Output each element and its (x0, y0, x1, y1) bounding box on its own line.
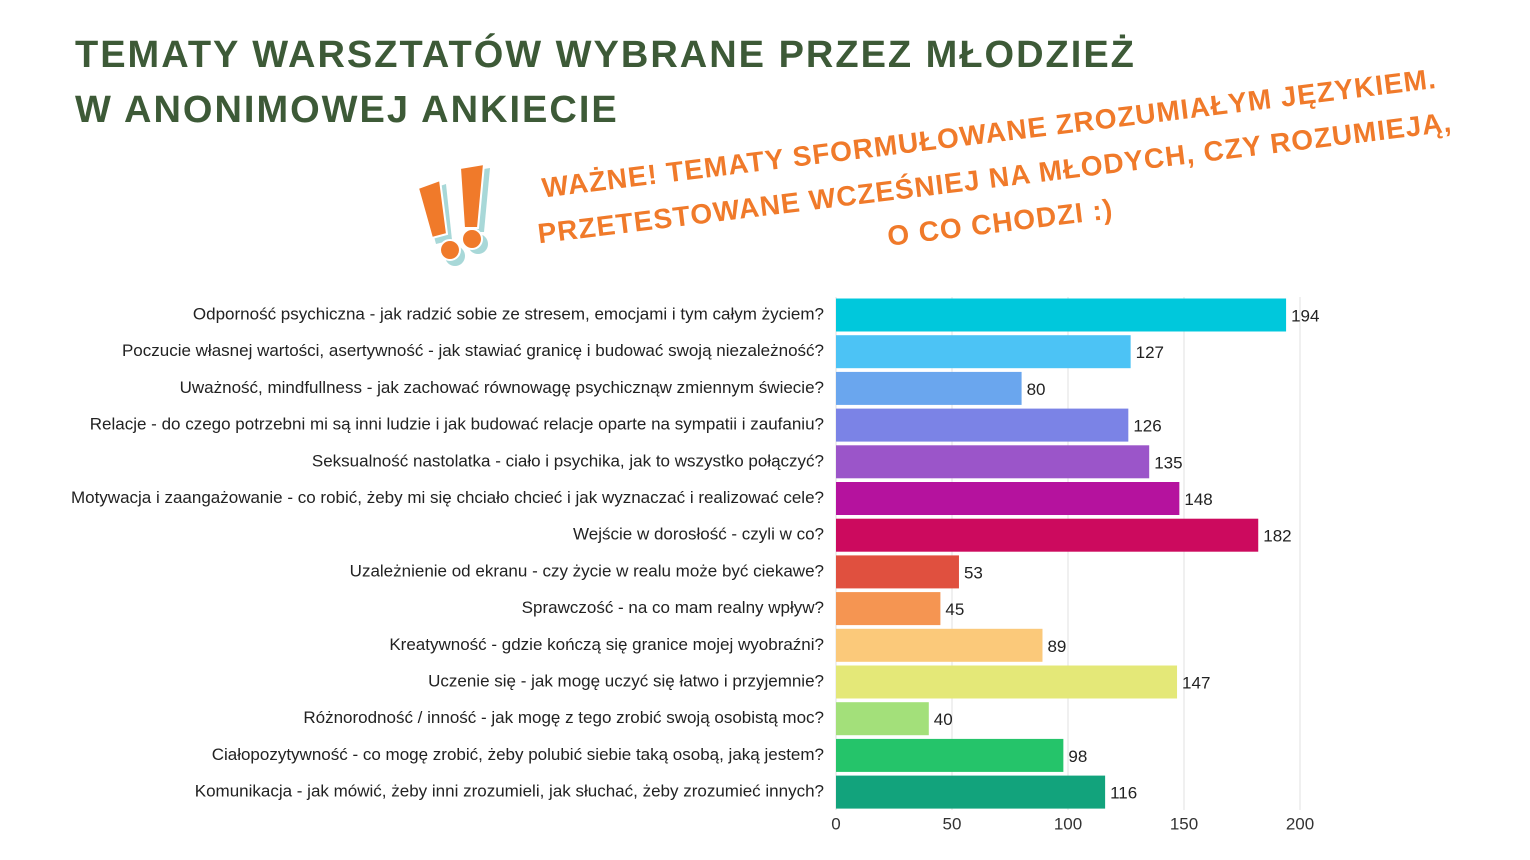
value-label: 147 (1182, 673, 1210, 692)
bar (836, 482, 1180, 515)
value-label: 116 (1110, 784, 1137, 803)
bar (836, 555, 959, 589)
bar (836, 371, 1022, 405)
y-tick-label: Komunikacja - jak mówić, żeby inni zrozu… (195, 782, 824, 801)
bar (836, 335, 1131, 369)
bar (836, 408, 1129, 442)
y-tick-label: Uzależnienie od ekranu - czy życie w rea… (350, 561, 824, 580)
x-tick-label: 50 (943, 814, 962, 833)
bar (836, 702, 929, 736)
y-tick-label: Kreatywność - gdzie kończą się granice m… (389, 635, 824, 654)
x-tick-label: 150 (1170, 814, 1198, 833)
y-tick-label: Seksualność nastolatka - ciało i psychik… (312, 451, 824, 470)
bar (836, 592, 941, 626)
value-label: 135 (1154, 453, 1182, 472)
value-label: 98 (1068, 747, 1087, 766)
bar (836, 518, 1259, 552)
exclamation-icon (416, 162, 490, 266)
value-label: 80 (1027, 380, 1046, 399)
value-label: 53 (964, 563, 983, 582)
y-tick-label: Ciałopozytywność - co mogę zrobić, żeby … (212, 745, 824, 764)
bar (836, 775, 1106, 809)
value-label: 127 (1136, 343, 1164, 362)
value-label: 45 (945, 600, 964, 619)
bar (836, 665, 1178, 699)
value-label: 126 (1133, 417, 1161, 436)
value-label: 148 (1184, 490, 1212, 509)
bar (836, 738, 1064, 772)
value-label: 182 (1263, 527, 1291, 546)
value-label: 89 (1047, 637, 1066, 656)
y-tick-label: Różnorodność / inność - jak mogę z tego … (303, 708, 824, 727)
bar (836, 298, 1287, 332)
annotation: WAŻNE! TEMATY SFORMUŁOWANE ZROZUMIAŁYM J… (536, 63, 1454, 252)
value-label: 40 (934, 710, 953, 729)
y-tick-label: Odporność psychiczna - jak radzić sobie … (193, 304, 824, 323)
y-tick-label: Uważność, mindfullness - jak zachować ró… (180, 378, 824, 397)
x-tick-label: 0 (831, 814, 840, 833)
value-label: 194 (1291, 306, 1319, 325)
x-tick-label: 100 (1054, 814, 1082, 833)
chart-title: W ANONIMOWEJ ANKIECIE (75, 89, 619, 131)
bar (836, 628, 1043, 662)
y-tick-label: Motywacja i zaangażowanie - co robić, że… (71, 488, 824, 507)
y-tick-label: Relacje - do czego potrzebni mi są inni … (90, 415, 824, 434)
chart-title: TEMATY WARSZTATÓW WYBRANE PRZEZ MŁODZIEŻ (75, 32, 1136, 76)
y-tick-label: Sprawczość - na co mam realny wpływ? (522, 598, 824, 617)
y-tick-label: Uczenie się - jak mogę uczyć się łatwo i… (428, 671, 824, 690)
y-tick-label: Poczucie własnej wartości, asertywność -… (122, 341, 824, 360)
x-tick-label: 200 (1286, 814, 1314, 833)
y-tick-label: Wejście w dorosłość - czyli w co? (573, 525, 824, 544)
bar (836, 445, 1150, 479)
